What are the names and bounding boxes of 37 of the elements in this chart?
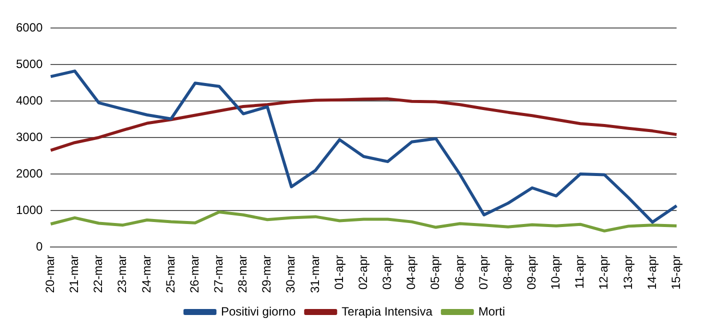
x-tick-label: 03-apr [380, 254, 394, 290]
x-tick-label: 12-apr [596, 254, 611, 290]
x-tick-label: 23-mar [115, 254, 130, 294]
x-tick-label: 05-apr [428, 254, 442, 290]
legend-label: Positivi giorno [220, 304, 296, 318]
x-tick-label: 30-mar [284, 254, 298, 294]
y-tick-label: 4000 [16, 93, 44, 108]
x-tick-label: 14-apr [644, 254, 659, 290]
x-tick-label: 08-apr [500, 254, 514, 290]
x-tick-label: 25-mar [163, 254, 178, 294]
x-tick-label: 22-mar [91, 254, 106, 294]
x-tick-label: 10-apr [548, 254, 563, 290]
legend-label: Morti [478, 304, 506, 318]
x-tick-label: 04-apr [404, 254, 418, 290]
y-tick-label: 6000 [16, 20, 44, 34]
x-tick-label: 02-apr [356, 254, 370, 290]
y-tick-label: 3000 [16, 130, 44, 144]
x-tick-label: 15-apr [668, 254, 683, 290]
x-tick-label: 09-apr [524, 254, 538, 290]
y-tick-label: 0 [36, 239, 44, 254]
x-tick-label: 11-apr [572, 254, 587, 289]
x-tick-label: 21-mar [67, 254, 82, 294]
x-tick-label: 01-apr [332, 254, 346, 290]
x-tick-label: 28-mar [236, 254, 250, 294]
y-tick-label: 1000 [16, 202, 44, 217]
y-tick-label: 5000 [16, 56, 44, 71]
x-tick-label: 06-apr [452, 254, 466, 290]
legend-label: Terapia Intensiva [342, 304, 433, 318]
x-tick-label: 29-mar [260, 254, 274, 294]
x-tick-label: 26-mar [187, 254, 202, 294]
x-tick-label: 31-mar [308, 254, 322, 294]
x-tick-label: 13-apr [620, 254, 635, 290]
x-tick-label: 27-mar [212, 254, 226, 294]
x-tick-label: 24-mar [139, 254, 154, 294]
x-tick-label: 07-apr [476, 254, 490, 290]
x-tick-label: 20-mar [43, 254, 58, 294]
y-tick-label: 2000 [16, 166, 44, 180]
